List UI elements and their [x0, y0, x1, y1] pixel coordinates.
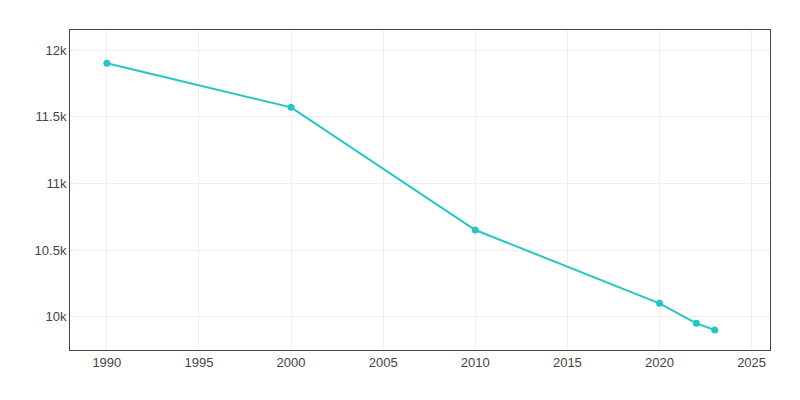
svg-text:11.5k: 11.5k — [36, 109, 67, 124]
svg-text:12k: 12k — [45, 43, 66, 58]
svg-text:2020: 2020 — [645, 355, 674, 370]
svg-text:2005: 2005 — [369, 355, 398, 370]
svg-text:2000: 2000 — [277, 355, 306, 370]
svg-text:2025: 2025 — [737, 355, 766, 370]
svg-text:2010: 2010 — [461, 355, 490, 370]
svg-text:11k: 11k — [46, 176, 66, 191]
svg-text:1990: 1990 — [92, 355, 121, 370]
svg-text:1995: 1995 — [184, 355, 213, 370]
svg-text:10.5k: 10.5k — [35, 243, 67, 258]
svg-text:10k: 10k — [45, 309, 66, 324]
svg-text:2015: 2015 — [553, 355, 582, 370]
